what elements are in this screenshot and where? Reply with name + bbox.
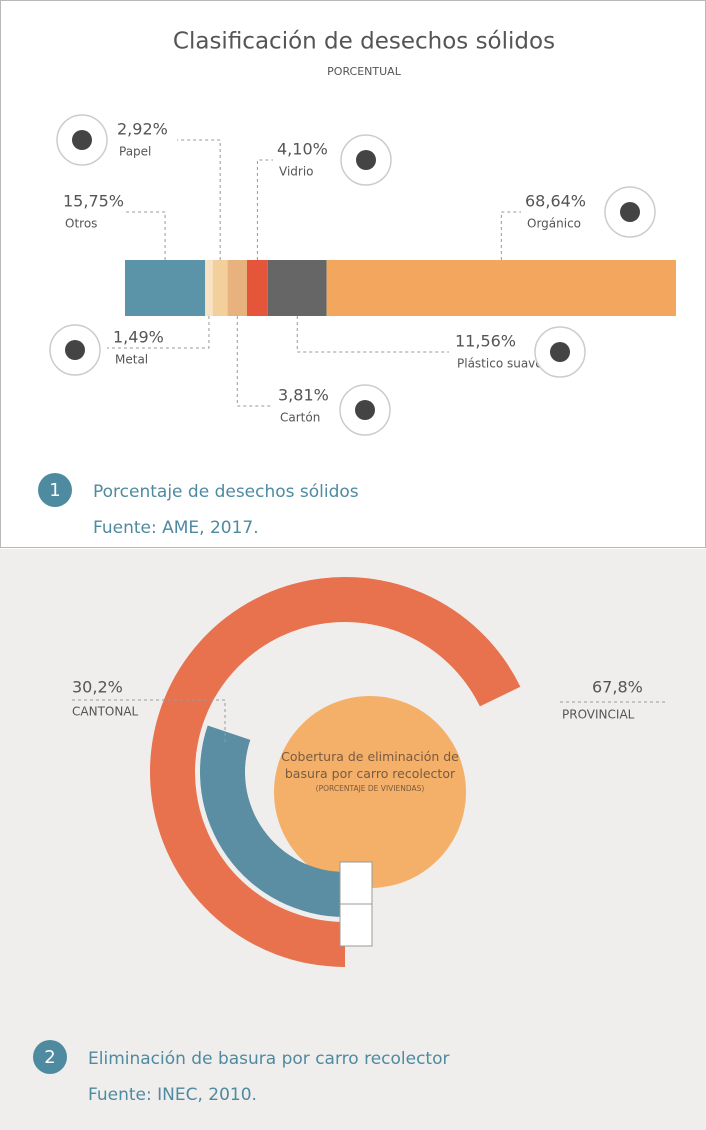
center-subtitle: (PORCENTAJE DE VIVIENDAS): [315, 784, 425, 793]
value-label: 3,81%: [278, 386, 329, 405]
figure-number: 1: [49, 480, 60, 501]
category-label: Cartón: [280, 411, 320, 425]
value-label: 15,75%: [63, 192, 124, 211]
center-label: Cobertura de eliminación de basura por c…: [280, 748, 460, 796]
source: Fuente: INEC, 2010.: [88, 1085, 257, 1105]
bar-segment: [212, 260, 228, 316]
center-circle: [274, 696, 466, 888]
value-label: 68,64%: [525, 192, 586, 211]
leader-line: [177, 139, 221, 260]
category-label: Vidrio: [279, 165, 314, 179]
leader-line: [72, 699, 226, 742]
icon: [65, 340, 85, 360]
category-label: Plástico suave: [457, 357, 543, 371]
leader-line: [107, 316, 210, 349]
leader-line: [500, 211, 521, 260]
bar-segment: [267, 260, 327, 316]
value-label: 1,49%: [113, 328, 164, 347]
figure-number: 2: [44, 1047, 55, 1068]
icon: [620, 202, 640, 222]
bar-segment: [227, 260, 247, 316]
bar-segment: [205, 260, 213, 316]
category-label: Orgánico: [527, 217, 581, 231]
center-title: Cobertura de eliminación de basura por c…: [281, 749, 459, 781]
icon: [356, 150, 376, 170]
category-label: Papel: [119, 145, 151, 159]
value-label: 11,56%: [455, 332, 516, 351]
leader-line: [256, 159, 273, 260]
source: Fuente: AME, 2017.: [93, 518, 259, 538]
category-label: PROVINCIAL: [562, 708, 635, 722]
bar-segment: [125, 260, 206, 316]
chart-subtitle: PORCENTUAL: [327, 65, 402, 78]
chart-title: Clasificación de desechos sólidos: [173, 29, 555, 55]
gap-box: [339, 903, 373, 947]
gap-box: [339, 861, 373, 905]
icon: [550, 342, 570, 362]
value-label: 30,2%: [72, 678, 123, 697]
category-label: Otros: [65, 217, 97, 231]
caption: Porcentaje de desechos sólidos: [93, 482, 359, 502]
value-label: 2,92%: [117, 120, 168, 139]
ring-arc: [200, 725, 345, 917]
figure-badge: [38, 473, 72, 507]
value-label: 67,8%: [592, 678, 643, 697]
category-label: CANTONAL: [72, 705, 139, 719]
bar-segment: [246, 260, 268, 316]
caption: Eliminación de basura por carro recolect…: [88, 1049, 449, 1069]
icon: [355, 400, 375, 420]
leader-line: [236, 316, 272, 407]
leader-line: [296, 316, 449, 353]
category-label: Metal: [115, 353, 148, 367]
figure-badge: [33, 1040, 67, 1074]
leader-line: [123, 211, 166, 260]
value-label: 4,10%: [277, 140, 328, 159]
bar-segment: [326, 260, 676, 316]
icon: [72, 130, 92, 150]
